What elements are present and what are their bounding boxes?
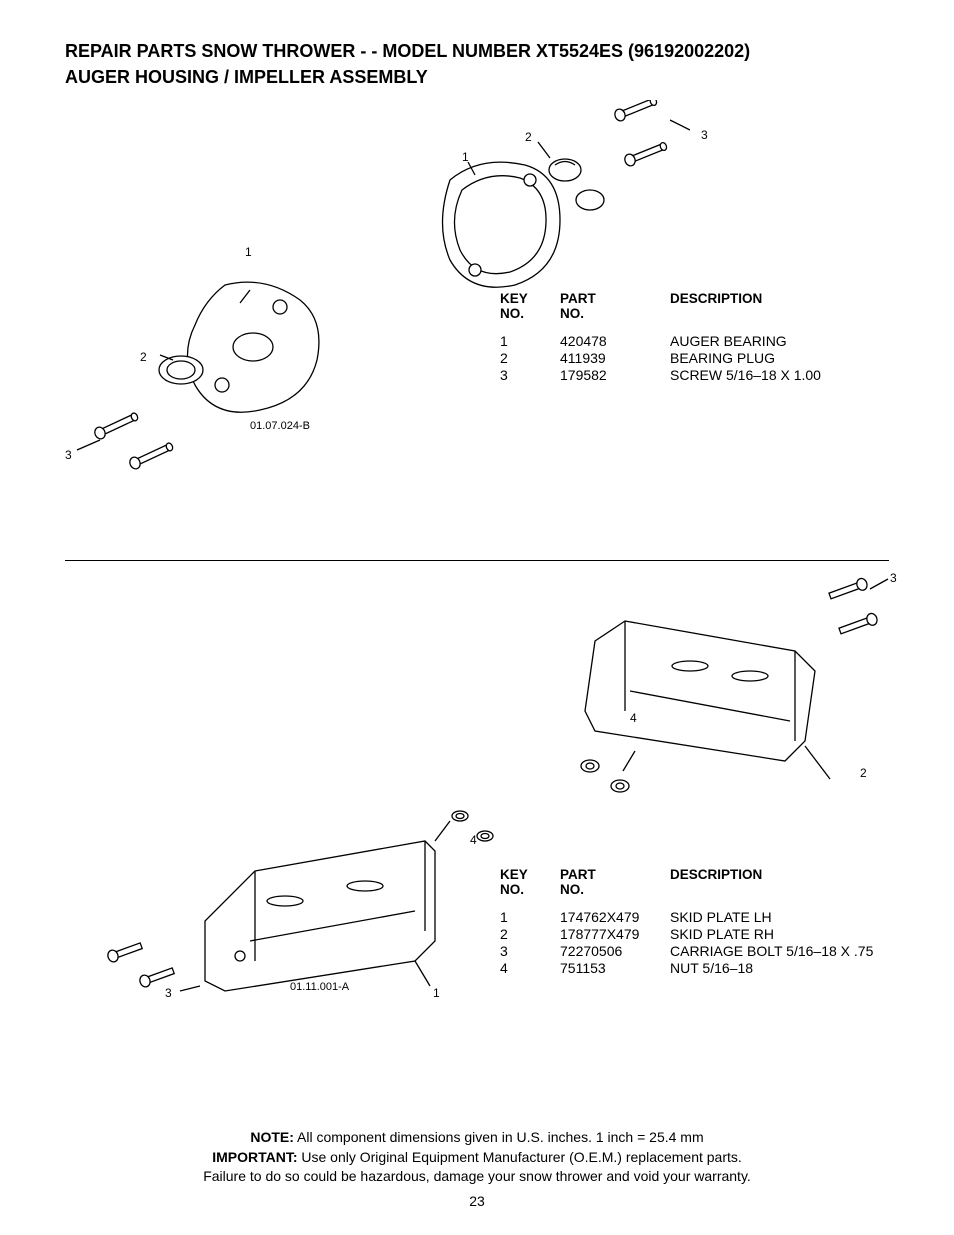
callout-3-left-b: 3 xyxy=(165,986,172,1000)
parts-table-b: KEYNO. PARTNO. DESCRIPTION 1 174762X479 … xyxy=(500,856,873,977)
note-label: NOTE: xyxy=(250,1129,294,1145)
callout-3-left: 3 xyxy=(65,448,72,462)
callout-2-right: 2 xyxy=(525,130,532,144)
title-line-1: REPAIR PARTS SNOW THROWER - - MODEL NUMB… xyxy=(65,41,750,61)
callout-2-right-b: 2 xyxy=(860,766,867,780)
page-title: REPAIR PARTS SNOW THROWER - - MODEL NUMB… xyxy=(65,38,889,90)
parts-table-a: KEYNO. PARTNO. DESCRIPTION 1 420478 AUGE… xyxy=(500,280,821,384)
diagram-bearing-right xyxy=(380,100,690,300)
callout-4-right-b: 4 xyxy=(630,711,637,725)
callout-2-left: 2 xyxy=(140,350,147,364)
table-row: 1 174762X479 SKID PLATE LH xyxy=(500,909,873,926)
diagram-ref-b: 01.11.001-A xyxy=(290,981,349,993)
table-row: 1 420478 AUGER BEARING xyxy=(500,333,821,350)
important-label: IMPORTANT: xyxy=(212,1149,297,1165)
section-skid-plate: 1 3 4 xyxy=(65,561,889,1031)
diagram-skid-right xyxy=(495,571,895,801)
warranty-text: Failure to do so could be hazardous, dam… xyxy=(0,1167,954,1187)
table-row: 4 751153 NUT 5/16–18 xyxy=(500,960,873,977)
callout-1-left-b: 1 xyxy=(433,986,440,1000)
diagram-bearing-left xyxy=(65,245,345,475)
footer-notes: NOTE: All component dimensions given in … xyxy=(0,1128,954,1187)
hdr-desc-b: DESCRIPTION xyxy=(670,868,873,899)
section-auger-bearing: 1 2 3 xyxy=(65,90,889,560)
table-row: 2 411939 BEARING PLUG xyxy=(500,350,821,367)
callout-3-right: 3 xyxy=(701,128,708,142)
diagram-skid-left xyxy=(105,791,495,1011)
diagram-ref-a: 01.07.024-B xyxy=(250,420,310,432)
hdr-desc-a: DESCRIPTION xyxy=(670,292,821,323)
hdr-key-b: KEYNO. xyxy=(500,868,560,899)
callout-4-left-b: 4 xyxy=(470,833,477,847)
note-text: All component dimensions given in U.S. i… xyxy=(294,1129,704,1145)
callout-1-right: 1 xyxy=(462,150,469,164)
hdr-part-b: PARTNO. xyxy=(560,868,670,899)
hdr-part-a: PARTNO. xyxy=(560,292,670,323)
table-row: 2 178777X479 SKID PLATE RH xyxy=(500,926,873,943)
table-row: 3 179582 SCREW 5/16–18 X 1.00 xyxy=(500,367,821,384)
important-text: Use only Original Equipment Manufacturer… xyxy=(298,1149,742,1165)
table-row: 3 72270506 CARRIAGE BOLT 5/16–18 X .75 xyxy=(500,943,873,960)
title-line-2: AUGER HOUSING / IMPELLER ASSEMBLY xyxy=(65,67,428,87)
callout-1-left: 1 xyxy=(245,245,252,259)
page-number: 23 xyxy=(0,1193,954,1209)
callout-3-right-b: 3 xyxy=(890,571,897,585)
hdr-key-a: KEYNO. xyxy=(500,292,560,323)
